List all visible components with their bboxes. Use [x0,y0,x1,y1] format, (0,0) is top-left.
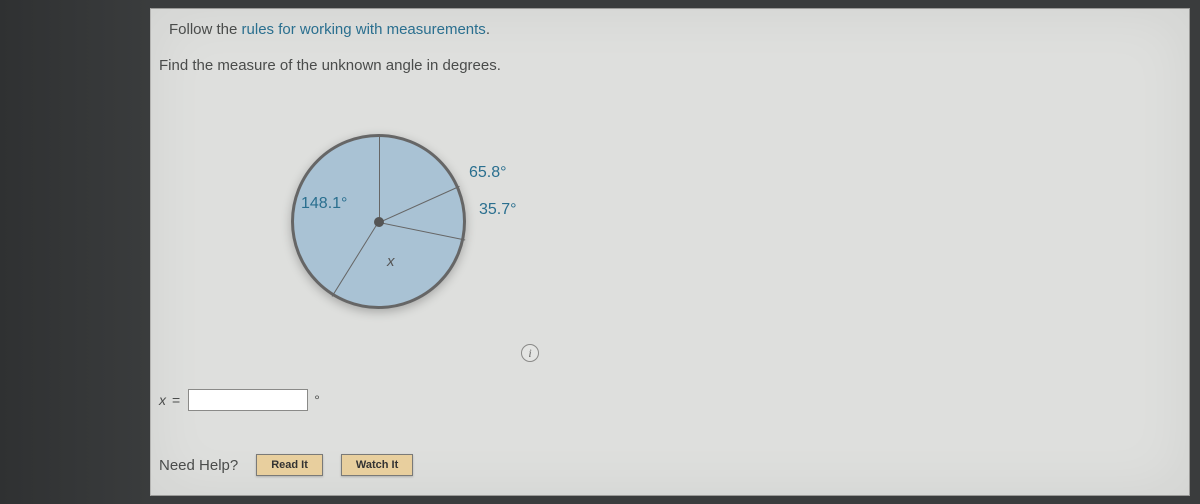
circle-disk [291,134,466,309]
answer-input[interactable] [188,389,308,411]
need-help-label: Need Help? [159,457,238,474]
instruction-line-1: Follow the rules for working with measur… [169,21,490,38]
angle-label-35-7: 35.7° [479,201,517,219]
watch-it-button[interactable]: Watch It [341,454,413,476]
instruction-text-post: . [486,21,490,38]
angle-label-65-8: 65.8° [469,164,507,182]
center-point-icon [374,217,384,227]
answer-row: x = ° [159,389,320,411]
ray-3 [378,222,464,241]
instruction-line-2: Find the measure of the unknown angle in… [159,57,501,74]
answer-variable-label: x [159,392,166,408]
question-card: Follow the rules for working with measur… [150,8,1190,496]
angle-label-x: x [387,253,395,270]
left-shadow [0,0,150,504]
instruction-text-pre: Follow the [169,21,242,38]
measurement-rules-link[interactable]: rules for working with measurements [242,21,486,38]
read-it-button[interactable]: Read It [256,454,323,476]
page-frame: Follow the rules for working with measur… [0,0,1200,504]
info-icon[interactable]: i [521,344,539,362]
angle-diagram: 65.8° 35.7° 148.1° x [271,109,531,339]
ray-4 [331,221,378,296]
help-row: Need Help? Read It Watch It [159,454,413,476]
equals-sign: = [172,392,180,408]
ray-2 [379,185,460,222]
ray-1 [379,134,380,222]
degree-suffix: ° [314,392,320,408]
angle-label-148-1: 148.1° [301,195,347,213]
